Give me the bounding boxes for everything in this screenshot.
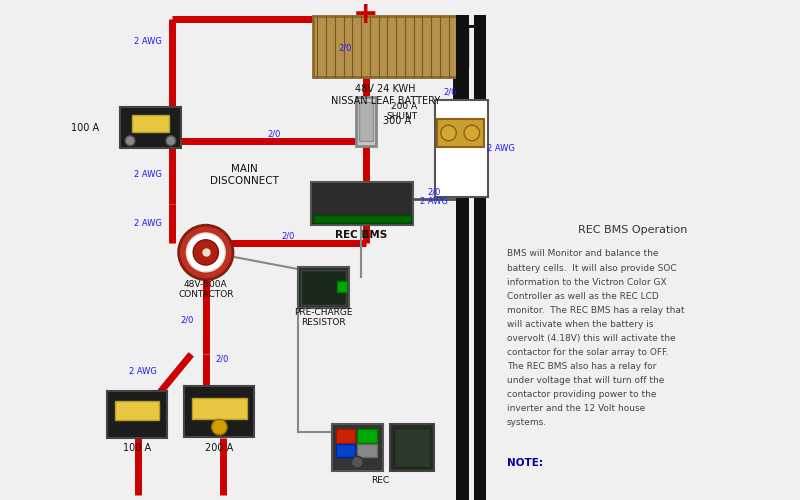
Circle shape bbox=[351, 456, 363, 468]
Text: 2/0: 2/0 bbox=[267, 130, 281, 138]
Bar bbox=[310, 182, 413, 225]
Bar bbox=[332, 424, 382, 471]
Circle shape bbox=[441, 125, 456, 140]
Text: 2 AWG: 2 AWG bbox=[134, 37, 162, 46]
Text: −: − bbox=[466, 14, 486, 38]
Bar bbox=[474, 14, 486, 500]
Text: 2 AWG: 2 AWG bbox=[420, 198, 448, 206]
Text: 2/0: 2/0 bbox=[427, 188, 441, 196]
Text: 2 AWG: 2 AWG bbox=[487, 144, 515, 153]
Text: 2 AWG: 2 AWG bbox=[130, 368, 158, 376]
Text: systems.: systems. bbox=[507, 418, 547, 428]
Text: contactor for the solar array to OFF.: contactor for the solar array to OFF. bbox=[507, 348, 668, 357]
Circle shape bbox=[178, 225, 233, 280]
Circle shape bbox=[464, 125, 480, 140]
Bar bbox=[359, 102, 373, 141]
Bar bbox=[120, 106, 181, 148]
Text: inverter and the 12 Volt house: inverter and the 12 Volt house bbox=[507, 404, 645, 413]
Text: 48V 24 KWH
NISSAN LEAF BATTERY: 48V 24 KWH NISSAN LEAF BATTERY bbox=[331, 84, 440, 106]
Text: will activate when the battery is: will activate when the battery is bbox=[507, 320, 654, 329]
Bar bbox=[336, 429, 355, 442]
Text: +: + bbox=[354, 0, 379, 29]
Text: BMS will Monitor and balance the: BMS will Monitor and balance the bbox=[507, 250, 658, 258]
Text: battery cells.  It will also provide SOC: battery cells. It will also provide SOC bbox=[507, 264, 677, 272]
Circle shape bbox=[186, 233, 226, 272]
Bar bbox=[437, 120, 483, 146]
Bar bbox=[358, 429, 377, 442]
Bar bbox=[313, 214, 410, 224]
Text: 2 AWG: 2 AWG bbox=[134, 170, 162, 179]
Text: Controller as well as the REC LCD: Controller as well as the REC LCD bbox=[507, 292, 658, 300]
Text: information to the Victron Color GX: information to the Victron Color GX bbox=[507, 278, 666, 286]
Circle shape bbox=[212, 420, 227, 435]
Text: REC BMS Operation: REC BMS Operation bbox=[578, 225, 688, 235]
Text: PRE-CHARGE
RESISTOR: PRE-CHARGE RESISTOR bbox=[294, 308, 353, 327]
Text: 2/0: 2/0 bbox=[181, 316, 194, 325]
Text: 2/0: 2/0 bbox=[215, 354, 229, 364]
Circle shape bbox=[166, 136, 176, 145]
Bar bbox=[301, 270, 346, 305]
Text: 48V-500A
CONTACTOR: 48V-500A CONTACTOR bbox=[178, 280, 234, 299]
Text: 300 A: 300 A bbox=[383, 116, 412, 126]
Bar bbox=[106, 391, 167, 438]
Circle shape bbox=[193, 240, 218, 265]
Bar bbox=[435, 100, 488, 197]
Text: overvolt (4.18V) this will activate the: overvolt (4.18V) this will activate the bbox=[507, 334, 675, 343]
Bar bbox=[192, 398, 246, 419]
Text: 100 A: 100 A bbox=[122, 442, 151, 452]
Bar bbox=[114, 401, 159, 420]
Bar bbox=[298, 267, 349, 308]
Bar bbox=[356, 97, 376, 146]
Text: monitor.  The REC BMS has a relay that: monitor. The REC BMS has a relay that bbox=[507, 306, 684, 315]
Text: contactor providing power to the: contactor providing power to the bbox=[507, 390, 656, 400]
Text: REC BMS: REC BMS bbox=[335, 230, 387, 240]
Bar bbox=[74, 16, 487, 498]
Text: REC: REC bbox=[371, 476, 390, 485]
Text: 2/0: 2/0 bbox=[282, 232, 295, 240]
Bar bbox=[313, 16, 458, 76]
Circle shape bbox=[126, 136, 135, 145]
Bar bbox=[337, 280, 346, 292]
Text: 100 A: 100 A bbox=[71, 123, 99, 133]
Text: under voltage that will turn off the: under voltage that will turn off the bbox=[507, 376, 664, 385]
Bar bbox=[456, 14, 469, 500]
Bar bbox=[358, 444, 377, 458]
Text: 2 AWG: 2 AWG bbox=[134, 219, 162, 228]
Bar bbox=[487, 16, 786, 498]
Text: 200 A
SHUNT: 200 A SHUNT bbox=[386, 102, 418, 122]
Bar bbox=[336, 444, 355, 458]
Bar bbox=[132, 114, 169, 132]
Bar bbox=[185, 386, 254, 437]
Bar bbox=[390, 424, 434, 471]
Text: 200 A: 200 A bbox=[206, 442, 234, 452]
Bar bbox=[458, 26, 468, 67]
Text: NOTE:: NOTE: bbox=[507, 458, 543, 468]
Text: MAIN
DISCONNECT: MAIN DISCONNECT bbox=[210, 164, 279, 186]
Text: The REC BMS also has a relay for: The REC BMS also has a relay for bbox=[507, 362, 656, 371]
Text: 2/0: 2/0 bbox=[338, 44, 351, 53]
Text: 2/0: 2/0 bbox=[444, 88, 457, 96]
Bar bbox=[394, 428, 430, 467]
